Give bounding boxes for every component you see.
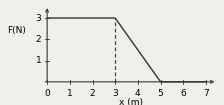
Text: 4: 4 [135, 89, 141, 98]
Text: 2: 2 [90, 89, 95, 98]
Text: 3: 3 [36, 14, 41, 22]
Text: 7: 7 [203, 89, 209, 98]
Text: 6: 6 [180, 89, 186, 98]
Text: 3: 3 [112, 89, 118, 98]
Text: 1: 1 [36, 56, 41, 65]
Text: 0: 0 [44, 89, 50, 98]
Text: 1: 1 [67, 89, 73, 98]
Text: 5: 5 [158, 89, 164, 98]
Text: F(N): F(N) [7, 26, 26, 35]
Text: 2: 2 [36, 35, 41, 44]
Text: x (m): x (m) [119, 98, 143, 105]
